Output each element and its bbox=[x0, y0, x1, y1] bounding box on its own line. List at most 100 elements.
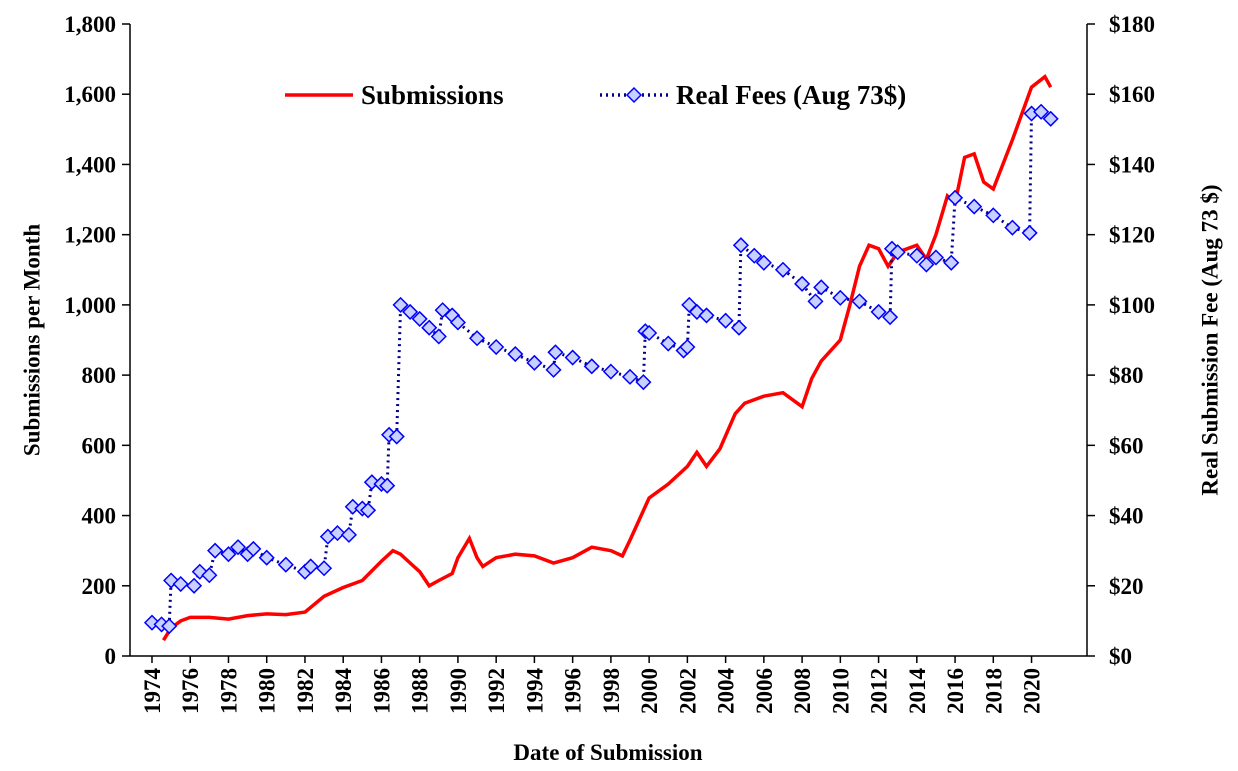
marker bbox=[161, 618, 178, 635]
marker bbox=[1004, 219, 1021, 236]
y-tick-label: 400 bbox=[82, 504, 117, 529]
marker bbox=[698, 307, 715, 324]
y2-tick-label: $140 bbox=[1109, 152, 1155, 177]
x-tick-label: 2016 bbox=[943, 668, 968, 714]
y2-tick-label: $40 bbox=[1109, 504, 1144, 529]
marker bbox=[468, 330, 486, 347]
x-tick-label: 1976 bbox=[178, 668, 203, 714]
x-tick-label: 2008 bbox=[790, 668, 815, 714]
marker bbox=[545, 361, 562, 378]
marker bbox=[583, 358, 600, 375]
y2-tick-label: $120 bbox=[1109, 223, 1155, 248]
marker bbox=[807, 293, 824, 310]
x-tick-label: 1996 bbox=[561, 668, 586, 714]
marker bbox=[794, 275, 811, 292]
x-tick-label: 1986 bbox=[369, 668, 394, 714]
y2-tick-label: $80 bbox=[1109, 363, 1144, 388]
marker bbox=[832, 289, 849, 306]
x-tick-label: 2020 bbox=[1020, 668, 1045, 714]
marker bbox=[277, 556, 294, 573]
marker bbox=[329, 525, 346, 542]
x-tick-label: 2000 bbox=[637, 668, 662, 714]
legend-label: Submissions bbox=[361, 80, 504, 110]
series-line bbox=[162, 74, 1053, 642]
marker bbox=[388, 428, 405, 445]
x-tick-label: 2006 bbox=[752, 668, 777, 714]
x-tick-label: 1992 bbox=[484, 668, 509, 714]
marker bbox=[641, 324, 658, 342]
x-tick-label: 1994 bbox=[522, 668, 547, 715]
x-tick-label: 2010 bbox=[828, 668, 853, 714]
marker bbox=[679, 338, 696, 356]
marker bbox=[621, 368, 639, 385]
marker bbox=[1021, 224, 1038, 241]
x-tick-label: 1982 bbox=[293, 668, 318, 714]
marker bbox=[564, 349, 581, 366]
x-tick-label: 1984 bbox=[331, 668, 356, 715]
y2-tick-label: $160 bbox=[1109, 82, 1155, 107]
marker bbox=[547, 344, 564, 361]
x-tick-label: 1974 bbox=[140, 668, 165, 715]
marker bbox=[635, 374, 652, 391]
marker bbox=[258, 549, 275, 566]
marker bbox=[943, 254, 960, 271]
y-tick-label: 1,600 bbox=[64, 82, 116, 107]
y-tick-label: 1,200 bbox=[64, 223, 116, 248]
marker bbox=[220, 546, 237, 563]
marker bbox=[870, 303, 887, 320]
marker bbox=[359, 502, 377, 519]
y2-tick-label: $100 bbox=[1109, 293, 1155, 318]
marker bbox=[730, 319, 748, 336]
x-tick-label: 2012 bbox=[867, 668, 892, 714]
x-tick-label: 2004 bbox=[714, 668, 739, 715]
marker bbox=[411, 310, 428, 327]
y-tick-label: 1,800 bbox=[64, 12, 116, 37]
marker bbox=[379, 477, 396, 494]
marker bbox=[316, 560, 333, 577]
legend-marker bbox=[625, 86, 643, 104]
y-tick-label: 1,400 bbox=[64, 152, 116, 177]
marker bbox=[434, 302, 451, 319]
marker bbox=[449, 314, 466, 331]
marker bbox=[602, 363, 619, 380]
marker bbox=[430, 328, 447, 345]
marker bbox=[340, 526, 357, 543]
y2-axis-label: Real Submission Fee (Aug 73 $) bbox=[1197, 184, 1222, 495]
marker bbox=[245, 540, 262, 557]
marker bbox=[421, 319, 438, 336]
y-tick-label: 200 bbox=[82, 574, 117, 599]
marker bbox=[947, 189, 964, 206]
marker bbox=[813, 279, 830, 296]
marker bbox=[774, 261, 792, 278]
x-tick-label: 2002 bbox=[675, 668, 700, 714]
marker bbox=[507, 345, 524, 363]
marker bbox=[755, 254, 772, 271]
marker bbox=[985, 207, 1002, 224]
y-tick-label: 0 bbox=[105, 644, 117, 669]
marker bbox=[392, 296, 409, 313]
marker bbox=[889, 244, 906, 261]
marker bbox=[732, 237, 749, 254]
x-tick-label: 2018 bbox=[981, 668, 1006, 714]
marker bbox=[302, 558, 319, 575]
marker bbox=[526, 354, 543, 371]
legend-label: Real Fees (Aug 73$) bbox=[676, 80, 906, 110]
marker bbox=[660, 335, 677, 352]
y-tick-label: 600 bbox=[82, 433, 117, 458]
x-tick-label: 1990 bbox=[446, 668, 471, 714]
marker bbox=[908, 247, 925, 264]
marker bbox=[927, 249, 945, 266]
y2-tick-label: $20 bbox=[1109, 574, 1144, 599]
x-tick-label: 2014 bbox=[905, 668, 930, 715]
marker bbox=[185, 577, 203, 594]
marker bbox=[966, 198, 983, 215]
marker bbox=[488, 338, 505, 356]
y2-tick-label: $180 bbox=[1109, 12, 1155, 37]
y-tick-label: 800 bbox=[82, 363, 117, 388]
marker bbox=[201, 567, 218, 584]
marker bbox=[207, 542, 224, 559]
marker bbox=[746, 247, 763, 264]
marker bbox=[717, 312, 734, 329]
